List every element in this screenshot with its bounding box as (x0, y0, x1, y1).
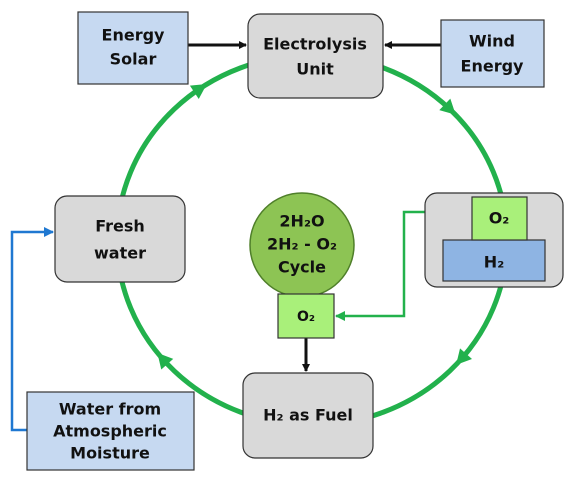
ring-arrows (157, 84, 473, 370)
box (26, 391, 195, 471)
label: Cycle (278, 258, 326, 277)
label: H₂ as Fuel (263, 406, 353, 425)
box (277, 293, 335, 339)
label: H₂ (484, 253, 504, 272)
label: Wind (469, 32, 515, 51)
label: 2H₂O (279, 212, 324, 231)
label: O₂ (489, 209, 510, 228)
box (77, 11, 189, 85)
label: Unit (296, 60, 334, 79)
label: Energy (461, 57, 525, 76)
box (247, 13, 384, 99)
label: Energy (102, 26, 166, 45)
ring-arrowhead (456, 348, 473, 365)
label: Atmospheric (53, 422, 167, 441)
arrow (10, 227, 54, 432)
label: Solar (110, 50, 157, 69)
label: water (94, 244, 146, 263)
ring-arrowhead (439, 98, 456, 115)
box (242, 372, 374, 459)
box (471, 196, 528, 241)
box (440, 19, 545, 88)
label: 2H₂ - O₂ (267, 235, 337, 254)
label: Water from (59, 400, 161, 419)
label: Moisture (70, 444, 150, 463)
label: Fresh (95, 217, 145, 236)
box (54, 195, 186, 283)
ring-arrowhead (157, 352, 174, 370)
ring-arrowhead (189, 84, 207, 99)
label: O₂ (297, 309, 315, 325)
label: Electrolysis (263, 35, 367, 54)
